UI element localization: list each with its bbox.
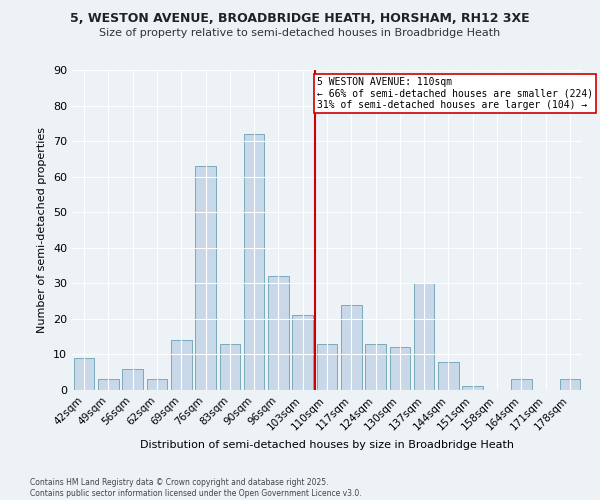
Bar <box>146 380 167 390</box>
Bar <box>195 166 216 390</box>
Y-axis label: Number of semi-detached properties: Number of semi-detached properties <box>37 127 47 333</box>
Bar <box>365 344 386 390</box>
Bar <box>389 348 410 390</box>
Bar <box>122 368 143 390</box>
Bar <box>438 362 459 390</box>
Bar <box>414 284 434 390</box>
Bar <box>560 380 580 390</box>
Bar <box>463 386 483 390</box>
Bar <box>244 134 265 390</box>
Bar <box>511 380 532 390</box>
Bar <box>268 276 289 390</box>
Text: 5 WESTON AVENUE: 110sqm
← 66% of semi-detached houses are smaller (224)
31% of s: 5 WESTON AVENUE: 110sqm ← 66% of semi-de… <box>317 77 593 110</box>
X-axis label: Distribution of semi-detached houses by size in Broadbridge Heath: Distribution of semi-detached houses by … <box>140 440 514 450</box>
Bar <box>74 358 94 390</box>
Bar <box>292 316 313 390</box>
Text: 5, WESTON AVENUE, BROADBRIDGE HEATH, HORSHAM, RH12 3XE: 5, WESTON AVENUE, BROADBRIDGE HEATH, HOR… <box>70 12 530 26</box>
Bar <box>220 344 240 390</box>
Bar <box>171 340 191 390</box>
Bar <box>341 304 362 390</box>
Text: Contains HM Land Registry data © Crown copyright and database right 2025.
Contai: Contains HM Land Registry data © Crown c… <box>30 478 362 498</box>
Text: Size of property relative to semi-detached houses in Broadbridge Heath: Size of property relative to semi-detach… <box>100 28 500 38</box>
Bar <box>317 344 337 390</box>
Bar <box>98 380 119 390</box>
